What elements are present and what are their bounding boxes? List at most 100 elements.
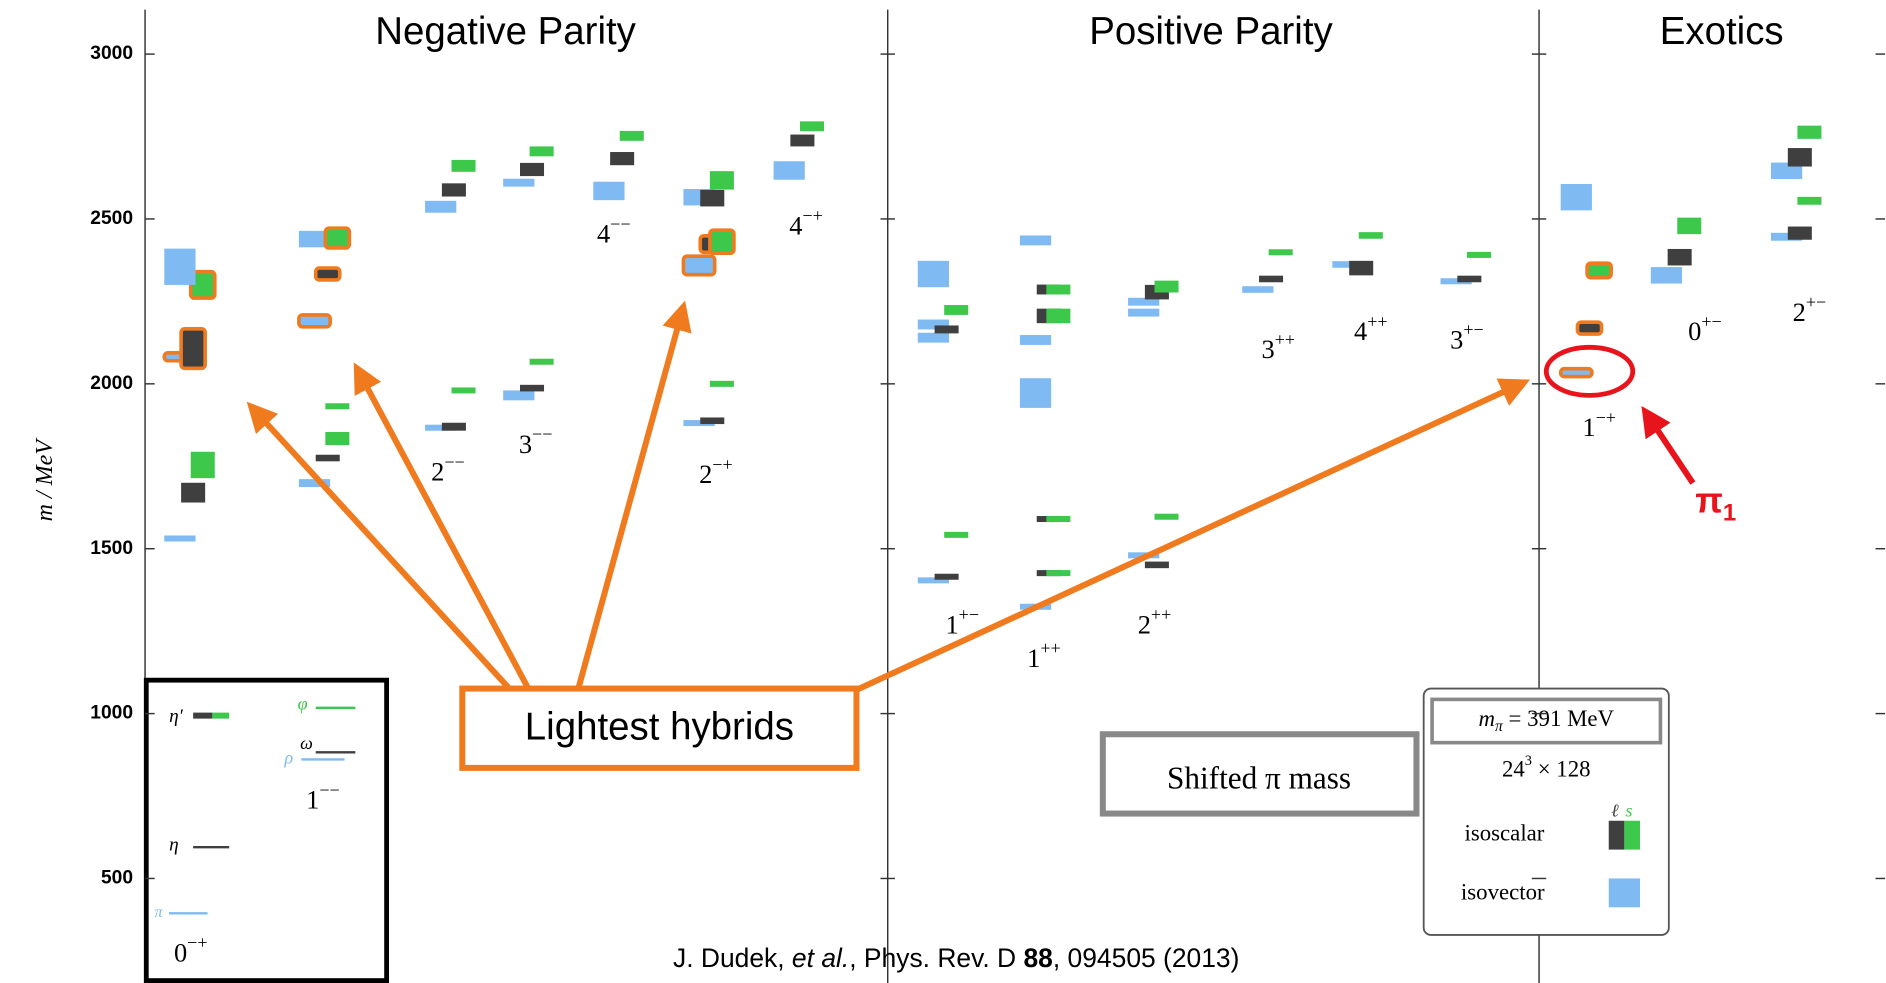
arrow [574,300,692,692]
text: 2 [431,457,444,487]
text: −+ [187,933,207,953]
level [1558,366,1594,379]
level [325,431,350,446]
level [1650,267,1683,284]
level [917,319,950,330]
jpc-label: 2−+ [699,454,733,489]
level [790,134,815,147]
text: 3 [1262,334,1275,364]
text: ++ [1040,638,1060,658]
level [1457,275,1482,283]
level [1154,513,1179,520]
level [934,573,959,580]
text: = 391 MeV [1503,706,1615,731]
level [1046,308,1071,324]
text: +− [1463,320,1483,340]
level [1440,278,1472,285]
level [1797,196,1822,205]
text: , Phys. Rev. D [849,943,1023,973]
level [425,200,457,213]
text: 2 [1138,609,1151,639]
legend-swatch [1624,820,1640,850]
text: +− [959,605,979,625]
level [164,248,196,285]
y-axis-label: m / MeV [32,438,58,522]
hybrid-box [459,685,860,771]
level [1019,378,1052,408]
level [1144,561,1169,569]
text: −− [610,214,630,234]
level [298,479,331,488]
lattice: 243 × 128 [1502,753,1591,782]
level [529,358,554,365]
jpc-label: 4−+ [789,206,823,241]
jpc-label: 1−+ [1582,408,1616,443]
level [1466,251,1491,258]
level [313,266,342,282]
legend-label: isovector [1461,879,1545,904]
jpc-label: 3+− [1450,320,1484,355]
hybrid-label: Lightest hybrids [525,706,794,749]
arrow [353,362,533,693]
key-label: η′ [169,706,184,727]
level [1787,226,1812,240]
level [1019,335,1052,345]
level [1019,235,1052,246]
level [944,305,969,315]
level [917,577,950,584]
level [1128,297,1160,306]
level [708,228,736,256]
text: 1 [1027,643,1040,673]
jpc-label: 0+− [1688,311,1722,346]
text: π [1495,718,1504,735]
level [441,422,466,431]
jpc-label: 1++ [1027,638,1061,673]
text: 1 [945,609,958,639]
level [503,390,535,401]
level [1358,232,1383,239]
y-tick-label: 3000 [90,43,133,64]
level [1677,217,1702,235]
level [451,387,476,394]
text: π [1695,479,1723,520]
level [1560,184,1592,211]
key-box: η′ φ ω ρ η π [143,677,390,983]
text: ++ [1275,329,1295,349]
level [619,130,644,141]
section-title: Positive Parity [1089,10,1333,53]
level [323,226,352,250]
level [610,152,635,166]
level [1585,261,1613,280]
text: 4 [1354,316,1367,346]
text: −+ [1596,408,1616,428]
level [190,451,215,479]
pion-mass: mπ = 391 MeV [1479,706,1615,734]
arrow [246,401,514,694]
text: −− [532,424,552,444]
text: −+ [712,454,732,474]
level [799,121,825,132]
y-tick-label: 2500 [90,208,133,229]
section-title: Negative Parity [375,10,636,53]
jpc-label: 2−− [431,452,465,487]
text: 88 [1023,943,1052,973]
y-tick-label: 500 [101,868,133,889]
level [1046,284,1071,295]
text: +− [1701,311,1721,331]
level [681,254,717,277]
text: 1 [1723,500,1736,527]
legend-label: isoscalar [1465,820,1545,845]
jpc-label: 2++ [1138,605,1172,640]
level [298,230,331,248]
text: +− [1806,292,1826,312]
level [1154,280,1179,293]
text: 24 [1502,757,1525,782]
level [1770,162,1803,180]
text: 3 [1450,325,1463,355]
arrow [1641,405,1696,485]
level [593,181,625,201]
level [1242,286,1274,293]
y-tick-label: 1500 [90,538,133,559]
